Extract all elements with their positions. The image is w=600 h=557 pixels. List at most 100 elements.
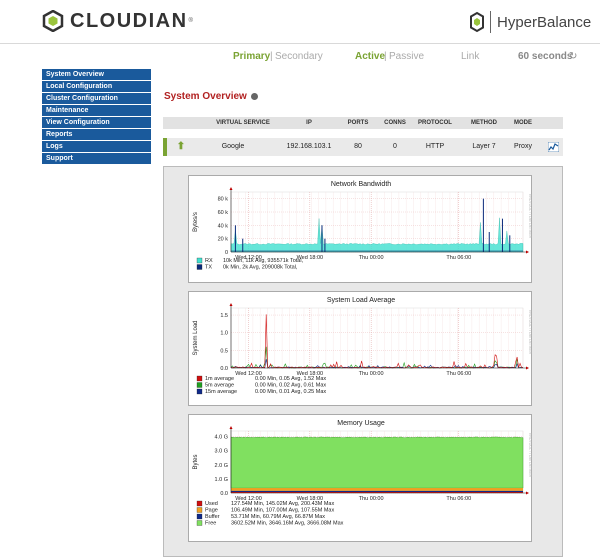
table-header: VIRTUAL SERVICE IP PORTS CONNS PROTOCOL … — [163, 117, 563, 129]
brand-logo[interactable]: CLOUDIAN ® — [42, 9, 193, 33]
primary-status: Primary — [233, 51, 271, 62]
vs-name[interactable]: Google — [221, 143, 245, 150]
legend-series-name: Buffer — [205, 514, 220, 520]
y-tick-label: 80 k — [218, 197, 229, 203]
secondary-status: Secondary — [275, 51, 323, 62]
refresh-icon[interactable]: ↻ — [569, 51, 578, 62]
system-load-graph: System Load Average System Load RRDTOOL / … — [188, 291, 532, 406]
vs-ports: 80 — [354, 143, 362, 150]
legend-swatch — [196, 500, 203, 507]
legend-swatch — [196, 520, 203, 526]
legend-swatch — [196, 507, 203, 513]
brand-trademark: ® — [188, 18, 193, 24]
nav-system-overview[interactable]: System Overview — [42, 69, 151, 81]
col-ports[interactable]: PORTS — [347, 120, 369, 126]
x-tick-label: Thu 00:00 — [359, 496, 384, 502]
rrdtool-label: RRDTOOL / TOBI OETIKER — [528, 433, 532, 478]
y-tick-label: 2.0 G — [215, 463, 228, 469]
nav-maintenance[interactable]: Maintenance — [42, 105, 151, 117]
legend-series-name: 5m average — [205, 383, 234, 389]
col-method[interactable]: METHOD — [471, 120, 497, 126]
x-tick-label: Thu 00:00 — [359, 255, 384, 261]
x-tick-label: Wed 12:00 — [235, 371, 262, 377]
x-tick-label: Wed 18:00 — [297, 371, 324, 377]
y-axis-label: Bytes/s — [193, 212, 199, 232]
active-status: Active — [355, 51, 386, 62]
refresh-interval[interactable]: 60 seconds — [518, 51, 573, 62]
x-tick-label: Thu 06:00 — [446, 371, 471, 377]
y-tick-label: 0.0 — [220, 491, 228, 497]
legend-series-name: TX — [205, 265, 212, 271]
y-axis-label: System Load — [193, 320, 199, 355]
nav-cluster-configuration[interactable]: Cluster Configuration — [42, 93, 151, 105]
legend-swatch — [196, 513, 203, 520]
y-tick-label: 20 k — [218, 237, 229, 243]
hyperbalance-hexagon-icon — [470, 11, 484, 33]
col-ip[interactable]: IP — [306, 120, 312, 126]
hyperbalance-logo: HyperBalance — [470, 9, 591, 35]
rrdtool-label: RRDTOOL / TOBI OETIKER — [528, 194, 532, 239]
y-tick-label: 1.0 — [220, 331, 228, 337]
y-tick-label: 1.0 G — [215, 477, 228, 483]
virtual-service-table: VIRTUAL SERVICE IP PORTS CONNS PROTOCOL … — [163, 117, 563, 156]
x-tick-label: Thu 00:00 — [359, 371, 384, 377]
y-tick-label: 3.0 G — [215, 449, 228, 455]
nav-logs[interactable]: Logs — [42, 141, 151, 153]
x-tick-label: Thu 06:00 — [446, 255, 471, 261]
vs-mode: Proxy — [514, 143, 532, 150]
brand-name: CLOUDIAN — [70, 9, 188, 32]
free-series-area — [230, 436, 524, 489]
legend-swatch — [196, 375, 203, 382]
legend-series-stats: 10k Min, 11k Avg, 935571k Total, — [223, 258, 304, 264]
y-tick-label: 4.0 G — [215, 435, 228, 441]
sidebar: System Overview Local Configuration Clus… — [42, 69, 151, 165]
network-bandwidth-graph: Network Bandwidth Bytes/s RRDTOOL / TOBI O… — [188, 175, 532, 283]
cloudian-hexagon-icon — [42, 10, 64, 32]
product-name: HyperBalance — [497, 13, 592, 31]
chart-title: Network Bandwidth — [331, 181, 391, 188]
legend-series-name: Used — [205, 501, 218, 507]
legend-series-stats: 0.00 Min, 0.02 Avg, 0.61 Max — [255, 383, 326, 389]
y-tick-label: 40 k — [218, 223, 229, 229]
nav-local-configuration[interactable]: Local Configuration — [42, 81, 151, 93]
col-mode[interactable]: MODE — [514, 120, 532, 126]
legend-swatch — [196, 388, 203, 395]
vs-method: Layer 7 — [472, 143, 496, 150]
legend-series-stats: 127.54M Min, 145.02M Avg, 200.43M Max — [231, 501, 334, 507]
info-icon[interactable] — [250, 93, 258, 100]
legend-series-name: 1m average — [205, 376, 234, 382]
main-content: System Overview VIRTUAL SERVICE IP PORTS… — [160, 69, 580, 557]
stats-graph-icon[interactable] — [548, 142, 559, 152]
x-tick-label: Wed 18:00 — [297, 496, 324, 502]
legend-swatch — [196, 264, 203, 270]
col-virtual-service[interactable]: VIRTUAL SERVICE — [216, 120, 270, 126]
nav-reports[interactable]: Reports — [42, 129, 151, 141]
x-tick-label: Wed 12:00 — [235, 255, 262, 261]
page-title: System Overview — [164, 91, 258, 102]
page-series-area — [231, 488, 523, 491]
legend-series-stats: 0k Min, 2k Avg, 209008k Total, — [223, 265, 298, 271]
buffer-series-area — [231, 490, 523, 493]
y-tick-label: 1.5 — [220, 313, 228, 319]
vs-protocol: HTTP — [425, 143, 445, 150]
legend-swatch — [196, 257, 203, 264]
nav-support[interactable]: Support — [42, 153, 151, 165]
col-protocol[interactable]: PROTOCOL — [418, 120, 452, 126]
rx-series-area — [230, 217, 524, 253]
x-tick-label: Thu 06:00 — [446, 496, 471, 502]
status-bar: Primary | Secondary Active | Passive Lin… — [233, 51, 578, 62]
table-row[interactable]: ⬆ Google 192.168.103.1 80 0 HTTP Layer 7… — [163, 138, 563, 156]
memory-usage-graph: Memory Usage Bytes RRDTOOL / TOBI OETIKER 0… — [188, 414, 532, 542]
legend-series-stats: 0.00 Min, 0.01 Avg, 0.25 Max — [255, 389, 326, 395]
vs-conns: 0 — [393, 143, 397, 150]
passive-status: Passive — [389, 51, 425, 62]
status-up-arrow-icon: ⬆ — [176, 141, 186, 152]
col-conns[interactable]: CONNS — [384, 120, 406, 126]
legend-series-name: Free — [205, 521, 216, 527]
legend-series-stats: 106.49M Min, 107.00M Avg, 107.55M Max — [231, 508, 334, 514]
y-tick-label: 60 k — [218, 210, 229, 216]
legend-series-name: Page — [205, 508, 218, 514]
legend-series-stats: 0.00 Min, 0.05 Avg, 1.52 Max — [255, 376, 326, 382]
nav-view-configuration[interactable]: View Configuration — [42, 117, 151, 129]
legend-series-name: 15m average — [205, 389, 237, 395]
